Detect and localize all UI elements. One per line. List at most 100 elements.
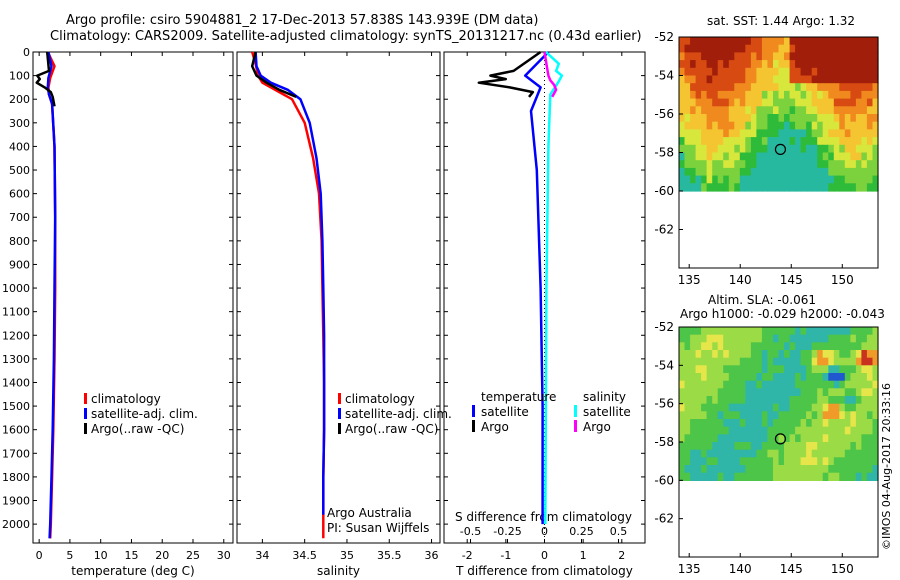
map-cell — [784, 106, 791, 115]
map-cell — [811, 334, 818, 343]
map-cell — [745, 472, 752, 481]
map-cell — [800, 90, 807, 100]
map-cell — [761, 396, 768, 405]
map-cell — [695, 388, 702, 397]
map-cell — [739, 327, 746, 336]
map-cell — [706, 373, 713, 382]
map-cell — [800, 388, 807, 397]
map-cell — [679, 52, 686, 61]
argo-position-marker — [774, 143, 787, 155]
map-cell — [723, 388, 730, 397]
map-cell — [761, 83, 768, 92]
map-cell — [717, 350, 724, 359]
map-cell — [767, 60, 774, 69]
map-y-tick-label: -58 — [654, 435, 674, 449]
map-cell — [712, 121, 719, 130]
map-cell — [728, 380, 735, 389]
argo-credit-line1: Argo Australia — [327, 506, 412, 520]
map-cell — [773, 75, 780, 84]
map-cell — [789, 442, 796, 451]
map-cell — [728, 411, 735, 420]
map-cell — [739, 426, 746, 435]
map-cell — [679, 121, 686, 130]
map-cell — [706, 106, 713, 115]
map-cell — [690, 411, 697, 420]
map-cell — [850, 357, 857, 366]
map-cell — [750, 403, 757, 412]
map-cell — [866, 457, 873, 466]
map-cell — [844, 152, 851, 161]
map-cell — [684, 114, 691, 123]
map-cell — [866, 388, 873, 397]
map-cell — [706, 137, 713, 146]
sla-map-title-line1: Altim. SLA: -0.061 — [708, 293, 816, 307]
map-cell — [750, 411, 757, 420]
map-cell — [750, 365, 757, 374]
map-cell — [784, 396, 791, 405]
map-cell — [701, 175, 708, 184]
map-cell — [861, 434, 868, 443]
map-cell — [767, 457, 774, 466]
map-cell — [784, 327, 791, 336]
map-cell — [679, 44, 686, 53]
map-cell — [817, 388, 824, 397]
map-cell — [861, 396, 868, 405]
map-cell — [756, 137, 763, 146]
map-cell — [690, 342, 697, 351]
map-cell — [822, 403, 829, 412]
map-cell — [701, 75, 708, 84]
map-cell — [690, 449, 697, 458]
map-cell — [800, 67, 807, 77]
map-cell — [756, 52, 763, 61]
map-cell — [706, 83, 713, 92]
map-cell — [844, 37, 851, 46]
map-cell — [701, 449, 708, 458]
map-cell — [701, 457, 708, 466]
map-cell — [767, 472, 774, 481]
map-cell — [866, 449, 873, 458]
map-cell — [756, 472, 763, 481]
map-cell — [828, 334, 835, 343]
map-cell — [723, 37, 730, 46]
map-cell — [855, 472, 862, 481]
map-cell — [800, 175, 807, 184]
map-cell — [684, 426, 691, 435]
x-tick-label: -1 — [500, 549, 511, 562]
map-cell — [866, 411, 873, 420]
map-cell — [717, 334, 724, 343]
map-cell — [822, 144, 829, 154]
map-cell — [745, 449, 752, 458]
map-cell — [866, 67, 873, 77]
map-cell — [866, 465, 873, 474]
map-cell — [761, 167, 768, 177]
map-cell — [717, 106, 724, 115]
map-cell — [872, 472, 879, 481]
map-cell — [828, 183, 835, 192]
map-cell — [712, 373, 719, 382]
map-cell — [866, 52, 873, 61]
map-cell — [855, 137, 862, 146]
map-cell — [855, 403, 862, 412]
map-cell — [822, 465, 829, 474]
map-cell — [701, 183, 708, 192]
map-cell — [750, 183, 757, 192]
map-cell — [701, 121, 708, 130]
map-cell — [833, 357, 840, 366]
map-cell — [872, 98, 879, 107]
y-tick-label: 1000 — [2, 282, 30, 295]
map-cell — [761, 114, 768, 123]
map-cell — [734, 144, 741, 154]
map-cell — [778, 396, 785, 405]
map-cell — [778, 114, 785, 123]
map-cell — [734, 357, 741, 366]
map-cell — [701, 380, 708, 389]
map-cell — [745, 350, 752, 359]
map-cell — [844, 160, 851, 169]
map-cell — [778, 342, 785, 351]
map-cell — [817, 327, 824, 336]
map-cell — [844, 380, 851, 389]
map-cell — [872, 37, 879, 46]
map-cell — [872, 52, 879, 61]
map-cell — [778, 52, 785, 61]
map-cell — [750, 426, 757, 435]
